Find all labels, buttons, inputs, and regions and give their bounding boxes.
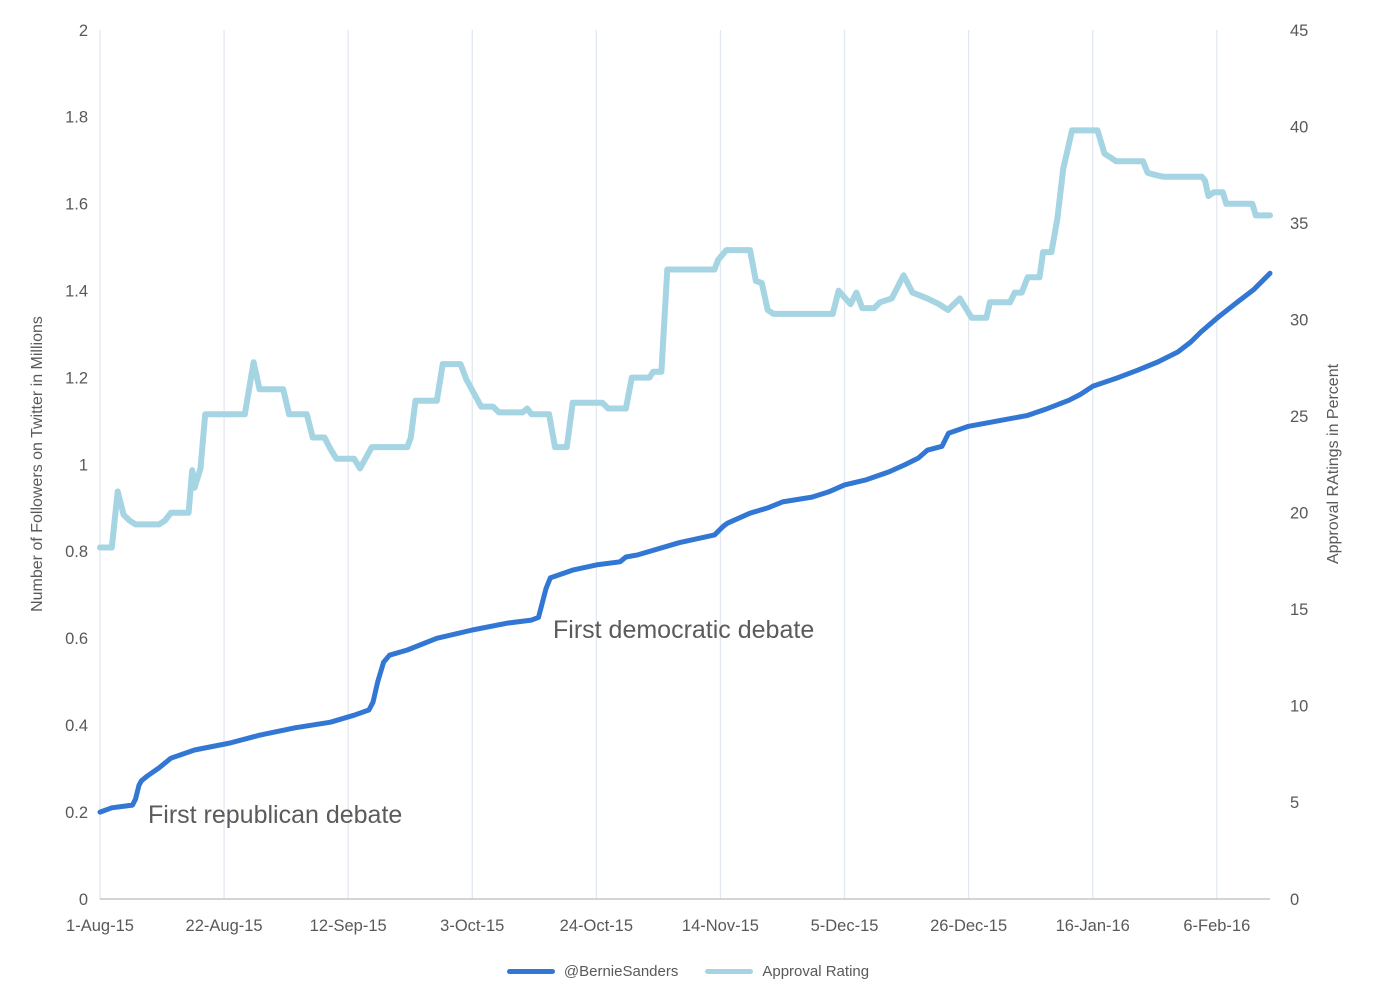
left-y-tick-label: 1.4 (65, 282, 88, 300)
right-y-tick-label: 30 (1290, 311, 1308, 329)
legend-item-approval-rating: Approval Rating (705, 963, 869, 980)
x-tick-label: 26-Dec-15 (930, 917, 1007, 935)
left-y-tick-label: 0.4 (65, 717, 88, 735)
right-y-tick-label: 25 (1290, 408, 1308, 426)
x-tick-label: 24-Oct-15 (560, 917, 633, 935)
left-y-tick-label: 2 (79, 22, 88, 40)
followers-legend-label: @BernieSanders (563, 962, 679, 980)
left-y-axis-title: Number of Followers on Twitter in Millio… (29, 316, 46, 612)
right-y-tick-label: 5 (1290, 794, 1299, 812)
legend-item-berniesanders: @BernieSanders (506, 962, 679, 980)
approval-legend-label: Approval Rating (762, 962, 870, 980)
left-y-tick-label: 1.8 (65, 109, 88, 127)
left-y-tick-label: 0.2 (65, 804, 88, 822)
left-y-tick-label: 1.6 (65, 196, 88, 214)
approval-series-line (97, 127, 1273, 551)
x-tick-label: 6-Feb-16 (1183, 917, 1250, 935)
x-tick-label: 16-Jan-16 (1056, 917, 1130, 935)
annotation-first-republican-debate: First republican debate (148, 801, 403, 829)
right-y-tick-label: 45 (1290, 22, 1308, 40)
followers-line-swatch (506, 968, 555, 974)
left-y-tick-label: 1.2 (65, 369, 88, 387)
left-y-tick-label: 0.6 (65, 630, 88, 648)
legend: @BernieSanders Approval Rating (0, 954, 1376, 988)
left-y-tick-label: 1 (79, 456, 88, 474)
right-y-axis-title: Approval RAtings in Percent (1325, 363, 1342, 564)
x-tick-label: 22-Aug-15 (186, 917, 263, 935)
left-y-tick-label: 0 (79, 891, 88, 909)
x-tick-label: 12-Sep-15 (310, 917, 387, 935)
right-y-tick-label: 10 (1290, 698, 1308, 716)
x-tick-label: 5-Dec-15 (811, 917, 879, 935)
right-y-tick-label: 15 (1290, 601, 1308, 619)
right-y-tick-label: 40 (1290, 118, 1308, 136)
approval-line-swatch (705, 968, 754, 974)
x-tick-label: 3-Oct-15 (440, 917, 504, 935)
annotation-first-democratic-debate: First democratic debate (553, 616, 815, 644)
x-tick-label: 14-Nov-15 (682, 917, 759, 935)
left-y-tick-label: 0.8 (65, 543, 88, 561)
x-tick-label: 1-Aug-15 (66, 917, 134, 935)
right-y-tick-label: 35 (1290, 215, 1308, 233)
followers-series-line (97, 270, 1273, 815)
right-y-tick-label: 0 (1290, 891, 1299, 909)
right-y-tick-label: 20 (1290, 505, 1308, 523)
